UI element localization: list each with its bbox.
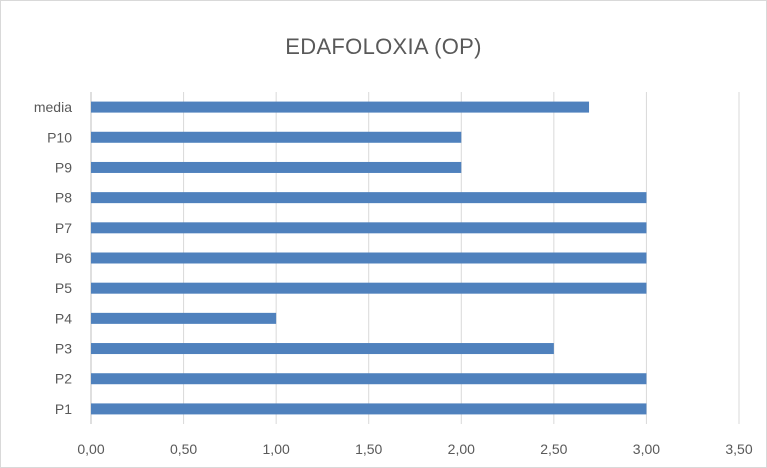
bar-p2 <box>91 373 647 385</box>
bar-p6 <box>91 252 647 264</box>
x-tick-label: 1,50 <box>355 441 382 457</box>
chart-title: EDAFOLOXIA (OP) <box>285 34 482 59</box>
category-label: P9 <box>55 159 72 175</box>
category-label: P4 <box>55 310 72 326</box>
bar-p8 <box>91 192 647 204</box>
category-label: P10 <box>47 129 72 145</box>
category-label: P5 <box>55 280 72 296</box>
bars <box>91 101 647 415</box>
x-tick-label: 0,50 <box>170 441 197 457</box>
category-label: P8 <box>55 190 72 206</box>
bar-p4 <box>91 312 277 324</box>
category-labels: P1 P2 P3 P4 P5 P6 P7 P8 P9 P10 media <box>34 99 72 417</box>
x-tick-label: 1,00 <box>263 441 290 457</box>
x-tick-label: 3,00 <box>633 441 660 457</box>
bar-p3 <box>91 343 554 355</box>
x-tick-labels: 0,00 0,50 1,00 1,50 2,00 2,50 3,00 3,50 <box>77 441 752 457</box>
bar-p5 <box>91 282 647 294</box>
bar-media <box>91 101 590 113</box>
category-label: media <box>34 99 72 115</box>
bar-p1 <box>91 403 647 415</box>
x-tick-label: 2,00 <box>448 441 475 457</box>
category-label: P7 <box>55 220 72 236</box>
category-label: P1 <box>55 401 72 417</box>
x-tick-label: 0,00 <box>77 441 104 457</box>
x-tick-label: 2,50 <box>540 441 567 457</box>
category-label: P3 <box>55 341 72 357</box>
category-label: P2 <box>55 371 72 387</box>
category-label: P6 <box>55 250 72 266</box>
bar-p7 <box>91 222 647 234</box>
bar-p10 <box>91 131 462 143</box>
bar-p9 <box>91 161 462 173</box>
x-tick-label: 3,50 <box>725 441 752 457</box>
